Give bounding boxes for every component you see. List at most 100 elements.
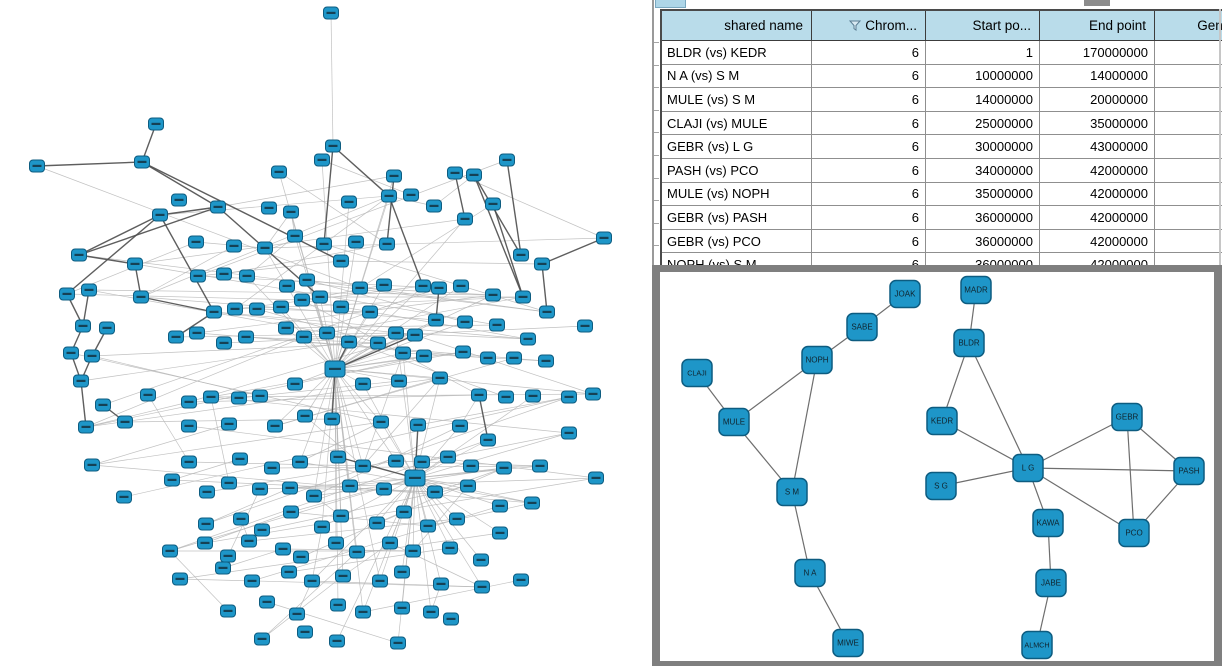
network-node[interactable] bbox=[457, 212, 473, 226]
network-node[interactable] bbox=[312, 290, 328, 304]
network-edge[interactable] bbox=[266, 601, 399, 644]
network-node[interactable] bbox=[133, 290, 149, 304]
network-node[interactable] bbox=[264, 461, 280, 475]
network-edge[interactable] bbox=[340, 260, 543, 265]
cell-r4-c3[interactable]: 43000000 bbox=[1039, 134, 1155, 159]
cell-r6-c2[interactable]: 35000000 bbox=[925, 182, 1040, 207]
network-edge[interactable] bbox=[299, 421, 382, 463]
network-node[interactable] bbox=[349, 545, 365, 559]
network-node[interactable] bbox=[127, 257, 143, 271]
full-network-panel[interactable] bbox=[0, 0, 652, 669]
network-edge[interactable] bbox=[261, 551, 358, 640]
subnetwork-node-claji[interactable]: CLAJI bbox=[681, 358, 713, 388]
cell-r5-c4[interactable]: 11.4 bbox=[1154, 158, 1222, 183]
network-node[interactable] bbox=[148, 117, 164, 131]
network-edge[interactable] bbox=[299, 368, 336, 463]
network-edge[interactable] bbox=[205, 487, 291, 525]
cell-r6-c1[interactable]: 6 bbox=[811, 182, 926, 207]
network-node[interactable] bbox=[152, 208, 168, 222]
network-edge[interactable] bbox=[141, 161, 219, 208]
cell-r5-c3[interactable]: 42000000 bbox=[1039, 158, 1155, 183]
table-row[interactable]: CLAJI (vs) MULE625000000350000005.9 bbox=[661, 111, 1222, 136]
network-edge[interactable] bbox=[78, 206, 219, 256]
scrollbar-fragment[interactable] bbox=[1084, 0, 1110, 6]
network-edge[interactable] bbox=[36, 165, 361, 289]
network-node[interactable] bbox=[275, 542, 291, 556]
tab-fragment[interactable] bbox=[655, 0, 686, 8]
network-node[interactable] bbox=[362, 305, 378, 319]
network-edge[interactable] bbox=[282, 548, 414, 552]
network-node[interactable] bbox=[414, 455, 430, 469]
network-node[interactable] bbox=[388, 454, 404, 468]
cell-r8-c1[interactable]: 6 bbox=[811, 229, 926, 254]
network-edge[interactable] bbox=[159, 214, 215, 313]
cell-r1-c3[interactable]: 14000000 bbox=[1039, 64, 1155, 89]
network-node[interactable] bbox=[227, 302, 243, 316]
cell-r3-c2[interactable]: 25000000 bbox=[925, 111, 1040, 136]
network-node[interactable] bbox=[348, 235, 364, 249]
network-edge[interactable] bbox=[85, 336, 305, 428]
cell-r2-c4[interactable]: 7.5 bbox=[1154, 87, 1222, 112]
network-edge[interactable] bbox=[290, 477, 416, 513]
network-node[interactable] bbox=[561, 426, 577, 440]
network-edge[interactable] bbox=[334, 352, 404, 370]
network-edge[interactable] bbox=[91, 421, 382, 466]
network-node[interactable] bbox=[140, 388, 156, 402]
network-node[interactable] bbox=[449, 512, 465, 526]
subnetwork-node-joak[interactable]: JOAK bbox=[889, 279, 921, 309]
cell-r0-c4[interactable]: 192.0 bbox=[1154, 40, 1222, 65]
subnetwork-node-s-m[interactable]: S M bbox=[776, 477, 808, 507]
cell-r5-c1[interactable]: 6 bbox=[811, 158, 926, 183]
network-node[interactable] bbox=[299, 273, 315, 287]
network-edge[interactable] bbox=[326, 296, 524, 334]
network-node[interactable] bbox=[78, 420, 94, 434]
cell-r2-c0[interactable]: MULE (vs) S M bbox=[661, 87, 812, 112]
network-edge[interactable] bbox=[36, 161, 143, 167]
network-edge[interactable] bbox=[306, 279, 548, 313]
network-edge[interactable] bbox=[414, 477, 432, 613]
network-node[interactable] bbox=[427, 485, 443, 499]
network-node[interactable] bbox=[440, 450, 456, 464]
subnetwork-node-gebr[interactable]: GEBR bbox=[1111, 402, 1143, 432]
network-edge[interactable] bbox=[323, 145, 334, 245]
network-node[interactable] bbox=[221, 417, 237, 431]
network-node[interactable] bbox=[496, 461, 512, 475]
network-node[interactable] bbox=[471, 388, 487, 402]
network-node[interactable] bbox=[116, 490, 132, 504]
network-node[interactable] bbox=[238, 330, 254, 344]
network-edge[interactable] bbox=[454, 172, 466, 220]
network-node[interactable] bbox=[480, 351, 496, 365]
network-node[interactable] bbox=[577, 319, 593, 333]
network-edge[interactable] bbox=[259, 477, 597, 490]
network-edge[interactable] bbox=[337, 456, 416, 479]
cell-r3-c1[interactable]: 6 bbox=[811, 111, 926, 136]
cell-r6-c0[interactable]: MULE (vs) NOPH bbox=[661, 182, 812, 207]
network-node[interactable] bbox=[316, 237, 332, 251]
network-node[interactable] bbox=[210, 200, 226, 214]
table-row[interactable]: GEBR (vs) PCO636000000420000008.4 bbox=[661, 229, 1222, 254]
network-node[interactable] bbox=[480, 433, 496, 447]
network-edge[interactable] bbox=[179, 578, 483, 588]
network-edge[interactable] bbox=[492, 203, 524, 298]
network-node[interactable] bbox=[319, 326, 335, 340]
network-node[interactable] bbox=[382, 536, 398, 550]
cell-r2-c2[interactable]: 14000000 bbox=[925, 87, 1040, 112]
cell-r2-c1[interactable]: 6 bbox=[811, 87, 926, 112]
network-edge[interactable] bbox=[336, 477, 416, 642]
network-node[interactable] bbox=[403, 188, 419, 202]
network-edge[interactable] bbox=[414, 477, 483, 588]
network-edge[interactable] bbox=[66, 293, 303, 301]
network-edge[interactable] bbox=[289, 487, 436, 493]
network-node[interactable] bbox=[432, 371, 448, 385]
network-edge[interactable] bbox=[271, 465, 541, 469]
network-node[interactable] bbox=[515, 290, 531, 304]
network-node[interactable] bbox=[489, 318, 505, 332]
network-node[interactable] bbox=[199, 485, 215, 499]
network-node[interactable] bbox=[188, 235, 204, 249]
network-edge[interactable] bbox=[506, 159, 522, 256]
network-node[interactable] bbox=[296, 330, 312, 344]
network-node[interactable] bbox=[396, 505, 412, 519]
network-node[interactable] bbox=[95, 398, 111, 412]
network-node[interactable] bbox=[355, 459, 371, 473]
network-node[interactable] bbox=[420, 519, 436, 533]
